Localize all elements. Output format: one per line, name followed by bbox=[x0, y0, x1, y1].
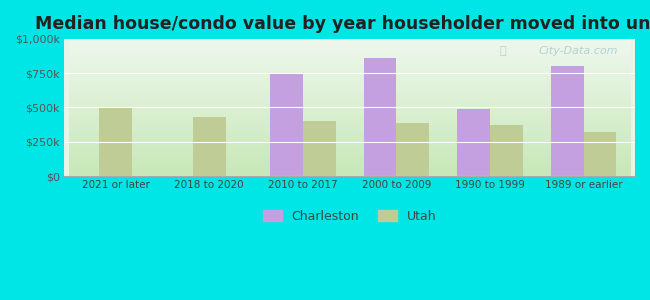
Bar bbox=[303, 121, 335, 176]
Bar bbox=[490, 125, 523, 176]
Bar bbox=[193, 117, 226, 176]
Bar bbox=[457, 109, 490, 176]
Bar bbox=[396, 123, 429, 176]
Bar bbox=[99, 107, 132, 176]
Text: ⓘ: ⓘ bbox=[500, 46, 506, 56]
Legend: Charleston, Utah: Charleston, Utah bbox=[258, 205, 441, 228]
Text: City-Data.com: City-Data.com bbox=[538, 46, 618, 56]
Bar bbox=[363, 58, 396, 176]
Title: Median house/condo value by year householder moved into unit: Median house/condo value by year househo… bbox=[34, 15, 650, 33]
Bar bbox=[584, 132, 616, 176]
Bar bbox=[270, 74, 303, 176]
Bar bbox=[551, 66, 584, 176]
